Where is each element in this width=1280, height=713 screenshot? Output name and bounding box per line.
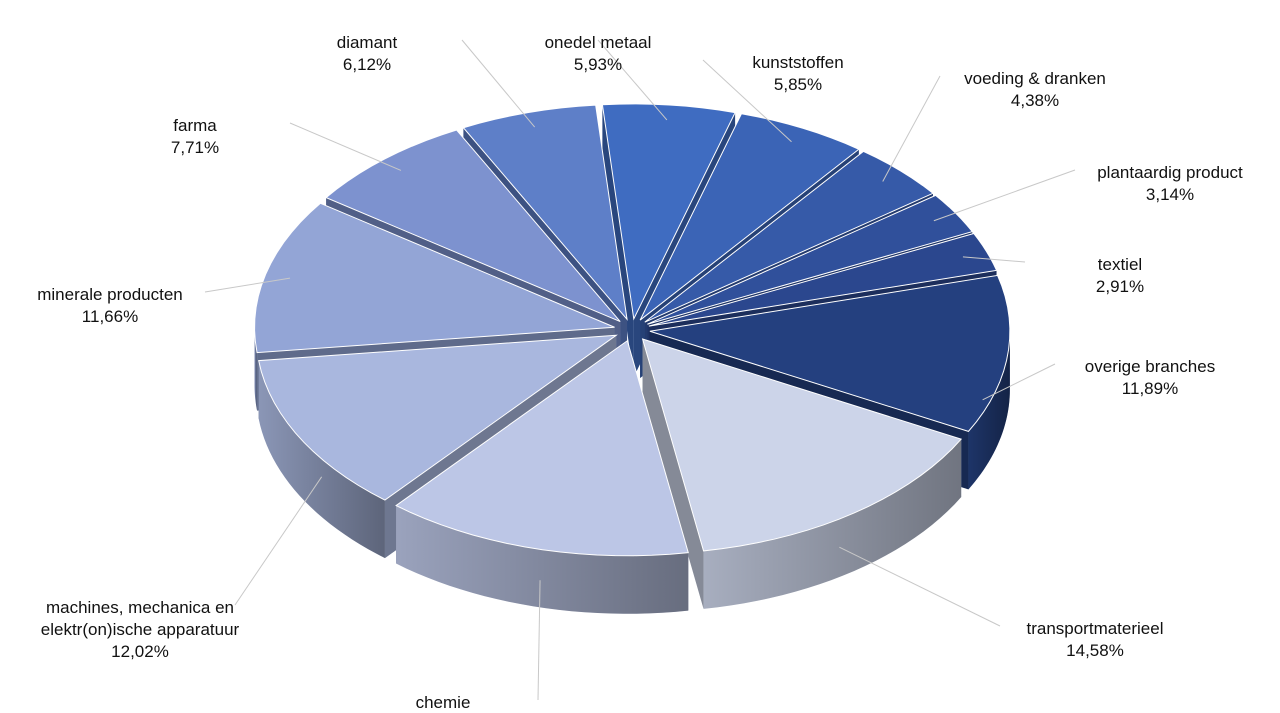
- value-textiel: 2,91%: [1096, 277, 1144, 296]
- label-textiel: textiel: [1098, 255, 1142, 274]
- label-voeding-dranken: voeding & dranken: [964, 69, 1106, 88]
- slice-overige-branches: [649, 274, 1011, 432]
- slice-onedel-metaal: [601, 103, 736, 321]
- leader-transportmaterieel: [839, 546, 1001, 627]
- value-plantaardig-product: 3,14%: [1146, 185, 1194, 204]
- value-minerale-producten: 11,66%: [82, 307, 138, 326]
- slice-textiel: [648, 232, 998, 327]
- value-voeding-dranken: 4,38%: [1011, 91, 1059, 110]
- leader-chemie: [537, 580, 541, 701]
- leader-onedel-metaal: [597, 39, 668, 121]
- pie-slices: [254, 103, 1011, 557]
- slice-side-shade-overige-branches: [968, 331, 1010, 490]
- label-machines-mechanica-en-elektr-on-ische-apparatuur: elektr(on)ische apparatuur: [41, 620, 240, 639]
- label-onedel-metaal: onedel metaal: [545, 33, 652, 52]
- leader-voeding-dranken: [882, 75, 941, 182]
- label-machines-mechanica-en-elektr-on-ische-apparatuur: machines, mechanica en: [46, 598, 234, 617]
- label-minerale-producten: minerale producten: [37, 285, 183, 304]
- slice-machines-mechanica-en-elektr-on-ische-apparatuur: [258, 334, 618, 501]
- leader-farma: [289, 122, 402, 171]
- slice-wall-transportmaterieel: [642, 339, 704, 609]
- leader-plantaardig-product: [933, 169, 1076, 222]
- slice-transportmaterieel: [641, 338, 963, 552]
- label-chemie: chemie: [416, 693, 471, 712]
- value-kunststoffen: 5,85%: [774, 75, 822, 94]
- label-kunststoffen: kunststoffen: [752, 53, 843, 72]
- slice-side-shade-transportmaterieel: [703, 439, 962, 609]
- slice-farma: [325, 129, 621, 323]
- leader-minerale-producten: [204, 277, 291, 293]
- slice-labels: onedel metaal 5,93% kunststoffen 5,85% voedi…: [37, 33, 1243, 712]
- slice-chemie: [395, 339, 689, 557]
- slice-voeding-dranken: [644, 150, 934, 323]
- leader-overige-branches: [982, 363, 1056, 401]
- leader-lines: [204, 39, 1076, 701]
- slice-minerale-producten: [254, 202, 615, 354]
- leader-textiel: [962, 256, 1026, 263]
- label-plantaardig-product: plantaardig product: [1097, 163, 1243, 182]
- slice-wall-shade-transportmaterieel: [642, 339, 704, 609]
- slice-side-shade-minerale-producten: [254, 327, 258, 411]
- label-transportmaterieel: transportmaterieel: [1026, 619, 1163, 638]
- value-machines-mechanica-en-elektr-on-ische-apparatuur: 12,02%: [111, 642, 169, 661]
- value-overige-branches: 11,89%: [1122, 379, 1178, 398]
- label-farma: farma: [173, 116, 217, 135]
- label-diamant: diamant: [337, 33, 398, 52]
- value-onedel-metaal: 5,93%: [574, 55, 622, 74]
- leader-diamant: [461, 39, 536, 128]
- slice-side-shade-chemie: [396, 505, 689, 614]
- value-diamant: 6,12%: [343, 55, 391, 74]
- slice-diamant: [462, 104, 628, 321]
- value-transportmaterieel: 14,58%: [1066, 641, 1124, 660]
- label-overige-branches: overige branches: [1085, 357, 1215, 376]
- leader-machines-mechanica-en-elektr-on-ische-apparatuur: [234, 476, 323, 606]
- value-farma: 7,71%: [171, 138, 219, 157]
- leader-kunststoffen: [702, 59, 792, 143]
- slice-kunststoffen: [639, 113, 860, 321]
